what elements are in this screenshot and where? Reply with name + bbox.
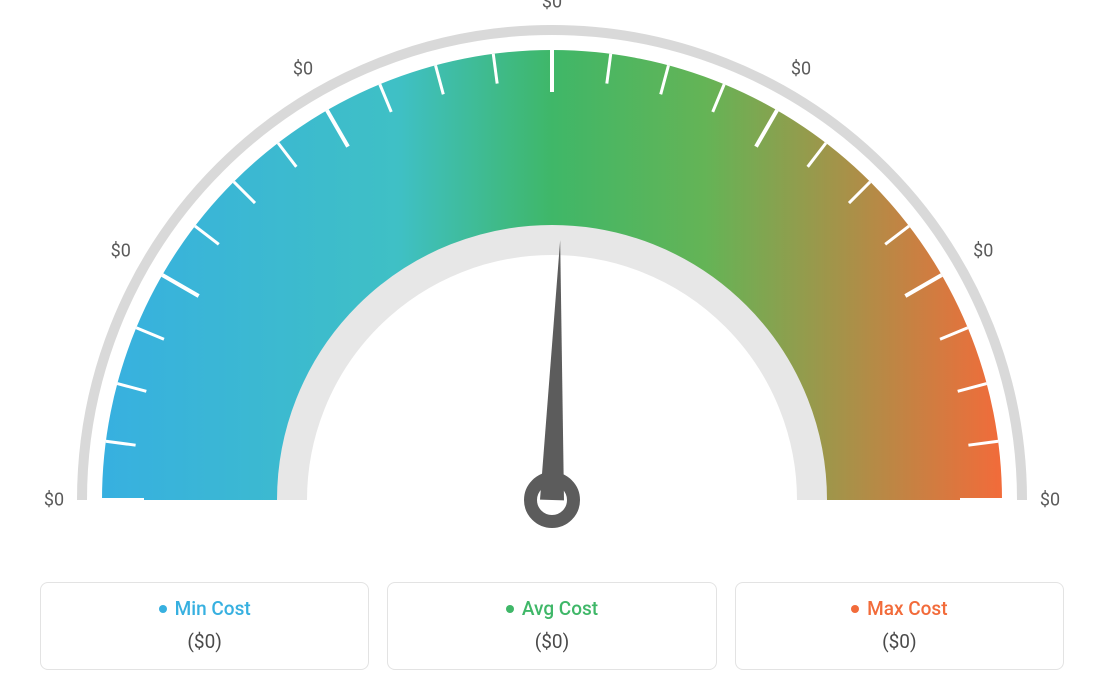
scale-label: $0 bbox=[973, 241, 993, 262]
gauge-svg bbox=[0, 0, 1104, 560]
legend-card-min: Min Cost ($0) bbox=[40, 582, 369, 670]
legend-value-avg: ($0) bbox=[398, 630, 705, 653]
legend-row: Min Cost ($0) Avg Cost ($0) Max Cost ($0… bbox=[40, 582, 1064, 670]
scale-label: $0 bbox=[1040, 490, 1060, 511]
legend-dot-avg bbox=[506, 605, 514, 613]
scale-label: $0 bbox=[791, 58, 811, 79]
scale-label: $0 bbox=[293, 58, 313, 79]
legend-label-min: Min Cost bbox=[175, 597, 251, 620]
scale-label: $0 bbox=[542, 0, 562, 13]
legend-card-avg: Avg Cost ($0) bbox=[387, 582, 716, 670]
cost-gauge: $0 $0 $0 $0 $0 $0 $0 bbox=[0, 0, 1104, 560]
legend-dot-min bbox=[159, 605, 167, 613]
legend-value-min: ($0) bbox=[51, 630, 358, 653]
scale-label: $0 bbox=[111, 241, 131, 262]
legend-label-max: Max Cost bbox=[867, 597, 947, 620]
legend-value-max: ($0) bbox=[746, 630, 1053, 653]
legend-label-avg: Avg Cost bbox=[522, 597, 598, 620]
scale-label: $0 bbox=[44, 490, 64, 511]
legend-dot-max bbox=[851, 605, 859, 613]
legend-card-max: Max Cost ($0) bbox=[735, 582, 1064, 670]
